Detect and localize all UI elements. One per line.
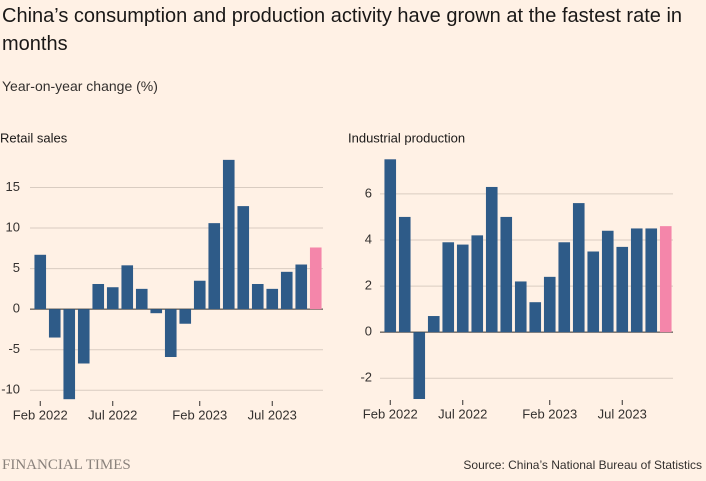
bar — [456, 244, 469, 333]
chart-title: Industrial production — [348, 130, 465, 145]
bar — [179, 309, 192, 324]
bar — [471, 235, 484, 333]
bar — [587, 251, 600, 333]
source: Source: China’s National Bureau of Stati… — [463, 458, 702, 472]
bar — [48, 309, 61, 338]
y-tick-label: 4 — [365, 231, 372, 246]
bar — [572, 203, 585, 333]
bar — [92, 283, 105, 310]
bar — [645, 228, 658, 333]
title: China’s consumption and production activ… — [2, 5, 683, 55]
bar — [601, 230, 614, 333]
bar — [442, 242, 455, 333]
brand: FINANCIAL TIMES — [2, 457, 131, 473]
bar — [164, 309, 177, 358]
bar — [398, 216, 411, 333]
bar — [63, 309, 76, 400]
bar — [106, 287, 119, 310]
bar — [500, 216, 513, 333]
y-tick-label: 15 — [6, 179, 20, 194]
bar — [193, 280, 206, 310]
bar — [485, 186, 498, 333]
y-tick-label: -5 — [8, 341, 20, 356]
bar — [384, 159, 397, 333]
bar — [413, 332, 426, 399]
x-tick-label: Jul 2022 — [88, 407, 137, 422]
x-tick-label: Feb 2023 — [172, 407, 227, 422]
y-tick-label: 6 — [365, 185, 372, 200]
bar — [34, 254, 47, 310]
bar — [543, 276, 556, 333]
bar — [208, 223, 221, 310]
bar — [514, 281, 527, 333]
bar — [427, 316, 440, 333]
bar — [280, 271, 293, 310]
y-tick-label: -2 — [360, 370, 372, 385]
bar — [616, 246, 629, 333]
y-tick-label: 10 — [6, 219, 20, 234]
x-tick-label: Feb 2023 — [522, 406, 577, 421]
bar — [266, 288, 279, 310]
y-tick-label: 0 — [13, 301, 20, 316]
x-tick-label: Jul 2023 — [598, 406, 647, 421]
bar — [251, 283, 264, 310]
bar — [529, 302, 542, 333]
bar — [77, 309, 90, 364]
bar — [630, 228, 643, 333]
bar — [309, 247, 322, 310]
subtitle: Year-on-year change (%) — [2, 78, 158, 94]
y-tick-label: -10 — [1, 382, 20, 397]
y-tick-label: 5 — [13, 260, 20, 275]
bar — [135, 288, 148, 310]
bar — [222, 159, 235, 310]
y-tick-label: 2 — [365, 278, 372, 293]
x-tick-label: Feb 2022 — [363, 406, 418, 421]
bar — [659, 226, 672, 333]
x-tick-label: Jul 2023 — [248, 407, 297, 422]
bar — [121, 265, 134, 310]
y-tick-label: 0 — [365, 324, 372, 339]
x-tick-label: Feb 2022 — [13, 407, 68, 422]
x-tick-label: Jul 2022 — [438, 406, 487, 421]
chart-title: Retail sales — [0, 130, 68, 145]
bar — [150, 309, 163, 314]
bar — [558, 242, 571, 333]
bar — [237, 206, 250, 310]
bar — [295, 264, 308, 310]
